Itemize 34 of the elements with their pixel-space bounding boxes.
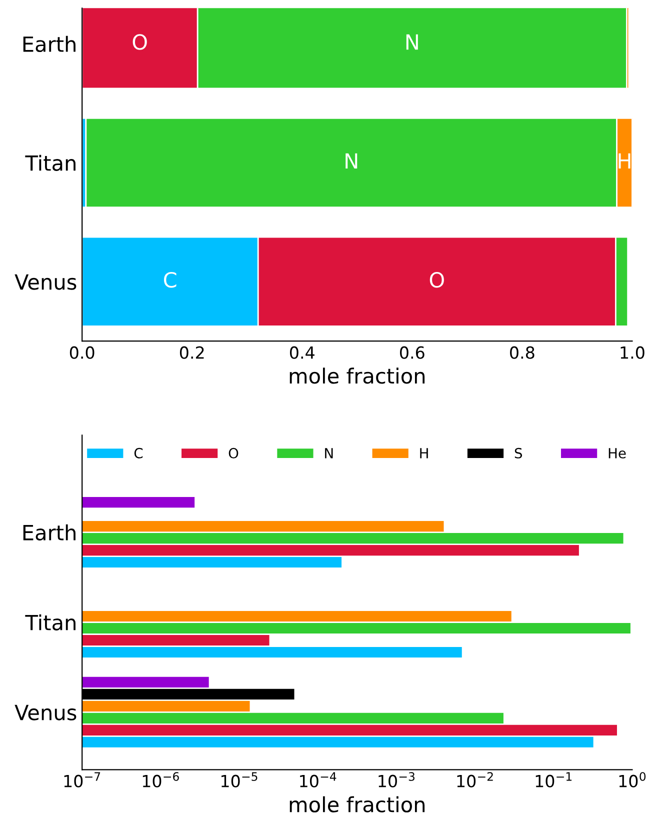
x-axis-title: mole fraction <box>290 796 425 812</box>
y-tick-label: Earth <box>23 36 76 52</box>
x-tick-label: 10$^{−1}$ <box>536 772 572 788</box>
x-tick-label: 10$^{−5}$ <box>222 772 258 788</box>
legend-label: S <box>514 448 522 458</box>
legend-label: N <box>325 448 333 458</box>
data-label: O <box>132 34 147 50</box>
y-tick-label: Venus <box>14 704 76 720</box>
x-tick-label: 0.6 <box>400 346 424 359</box>
y-tick-label: Venus <box>14 274 76 290</box>
data-label: N <box>406 34 418 50</box>
data-label: N <box>346 153 358 168</box>
x-tick-label: 10$^{−6}$ <box>142 772 179 788</box>
x-tick-label: 10$^{−3}$ <box>378 772 414 788</box>
x-tick-label: 10$^{−4}$ <box>300 772 336 788</box>
y-tick-label: Earth <box>23 524 76 541</box>
y-tick-label: Titan <box>25 614 76 630</box>
x-tick-label: 10$^{−7}$ <box>64 772 100 788</box>
legend-label: O <box>228 448 238 458</box>
x-tick-label: 10$^{−2}$ <box>457 772 493 788</box>
x-tick-label: 10$^{0}$ <box>619 772 646 788</box>
legend-label: C <box>134 448 143 458</box>
x-tick-label: 0.4 <box>290 346 314 359</box>
legend-label: He <box>608 448 626 458</box>
x-axis-title: mole fraction <box>290 368 425 384</box>
y-tick-label: Titan <box>25 154 76 171</box>
data-label: H <box>618 153 630 168</box>
x-tick-label: 0.2 <box>180 346 204 359</box>
data-label: C <box>164 272 176 288</box>
data-label: O <box>430 272 444 288</box>
x-tick-label: 1.0 <box>620 346 644 359</box>
legend-label: H <box>420 448 428 458</box>
x-tick-label: 0.8 <box>510 346 534 359</box>
x-tick-label: 0.0 <box>70 346 94 359</box>
